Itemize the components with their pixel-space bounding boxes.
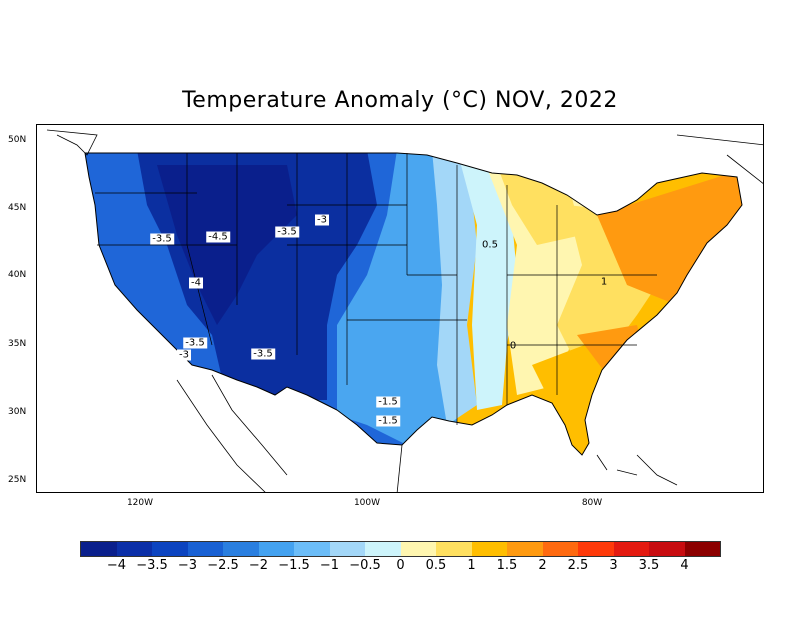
lat-label-45n: 45N <box>8 203 27 213</box>
colorbar-swatch <box>542 542 578 556</box>
contour-label: -3.5 <box>183 337 207 349</box>
anomaly-fill <box>85 153 742 455</box>
state-boundaries <box>84 152 743 456</box>
lat-label-30n: 30N <box>8 407 27 417</box>
contour-label: 1 <box>600 276 608 288</box>
colorbar-label: 2.5 <box>567 558 589 573</box>
contour-label: -1.5 <box>376 415 400 427</box>
colorbar-label: −2 <box>248 558 269 573</box>
colorbar-swatch <box>471 542 507 556</box>
lon-label-80w: 80W <box>581 498 603 508</box>
colorbar-label: 3.5 <box>638 558 660 573</box>
colorbar-swatch <box>613 542 649 556</box>
contour-label: -1.5 <box>376 396 400 408</box>
colorbar-swatch <box>187 542 223 556</box>
lat-label-35n: 35N <box>8 339 27 349</box>
contour-label: -3 <box>315 214 329 226</box>
contour-label: -4.5 <box>206 231 230 243</box>
colorbar-swatch <box>400 542 436 556</box>
contour-label: -3.5 <box>275 226 299 238</box>
colorbar-label: −4 <box>106 558 127 573</box>
colorbar-label: −3 <box>177 558 198 573</box>
colorbar-swatch <box>578 542 614 556</box>
map-title: Temperature Anomaly (°C) NOV, 2022 <box>182 88 618 113</box>
colorbar-swatch <box>223 542 259 556</box>
colorbar-label: −2.5 <box>207 558 239 573</box>
colorbar-swatch <box>507 542 543 556</box>
map-frame <box>36 124 764 493</box>
contour-label: -4 <box>189 277 203 289</box>
colorbar-swatch <box>329 542 365 556</box>
lat-label-50n: 50N <box>8 135 27 145</box>
colorbar-swatch <box>294 542 330 556</box>
lon-label-120w: 120W <box>126 498 154 508</box>
contour-label: -3.5 <box>150 233 174 245</box>
lon-label-100w: 100W <box>353 498 381 508</box>
colorbar-label: 4 <box>680 558 689 573</box>
colorbar-label: 1 <box>467 558 476 573</box>
colorbar-label: 0.5 <box>425 558 447 573</box>
colorbar-swatch <box>365 542 401 556</box>
colorbar-swatch <box>116 542 152 556</box>
colorbar-label: −1 <box>319 558 340 573</box>
lat-label-25n: 25N <box>8 475 27 485</box>
colorbar-swatch <box>81 542 117 556</box>
contour-label: 0 <box>509 340 517 352</box>
colorbar-label: 2 <box>538 558 547 573</box>
contour-label: -3 <box>177 349 191 361</box>
colorbar-label: −0.5 <box>349 558 381 573</box>
colorbar-swatch <box>649 542 685 556</box>
colorbar <box>80 541 721 557</box>
coastlines <box>46 129 763 492</box>
colorbar-swatch <box>436 542 472 556</box>
colorbar-swatch <box>684 542 720 556</box>
colorbar-label: 3 <box>609 558 618 573</box>
lat-label-40n: 40N <box>8 270 27 280</box>
colorbar-label: 0 <box>396 558 405 573</box>
colorbar-swatch <box>152 542 188 556</box>
colorbar-swatch <box>258 542 294 556</box>
contour-label: -3.5 <box>251 348 275 360</box>
anomaly-map <box>46 129 763 492</box>
colorbar-label: −1.5 <box>278 558 310 573</box>
contour-label: 0.5 <box>482 239 498 251</box>
colorbar-label: −3.5 <box>136 558 168 573</box>
colorbar-label: 1.5 <box>496 558 518 573</box>
